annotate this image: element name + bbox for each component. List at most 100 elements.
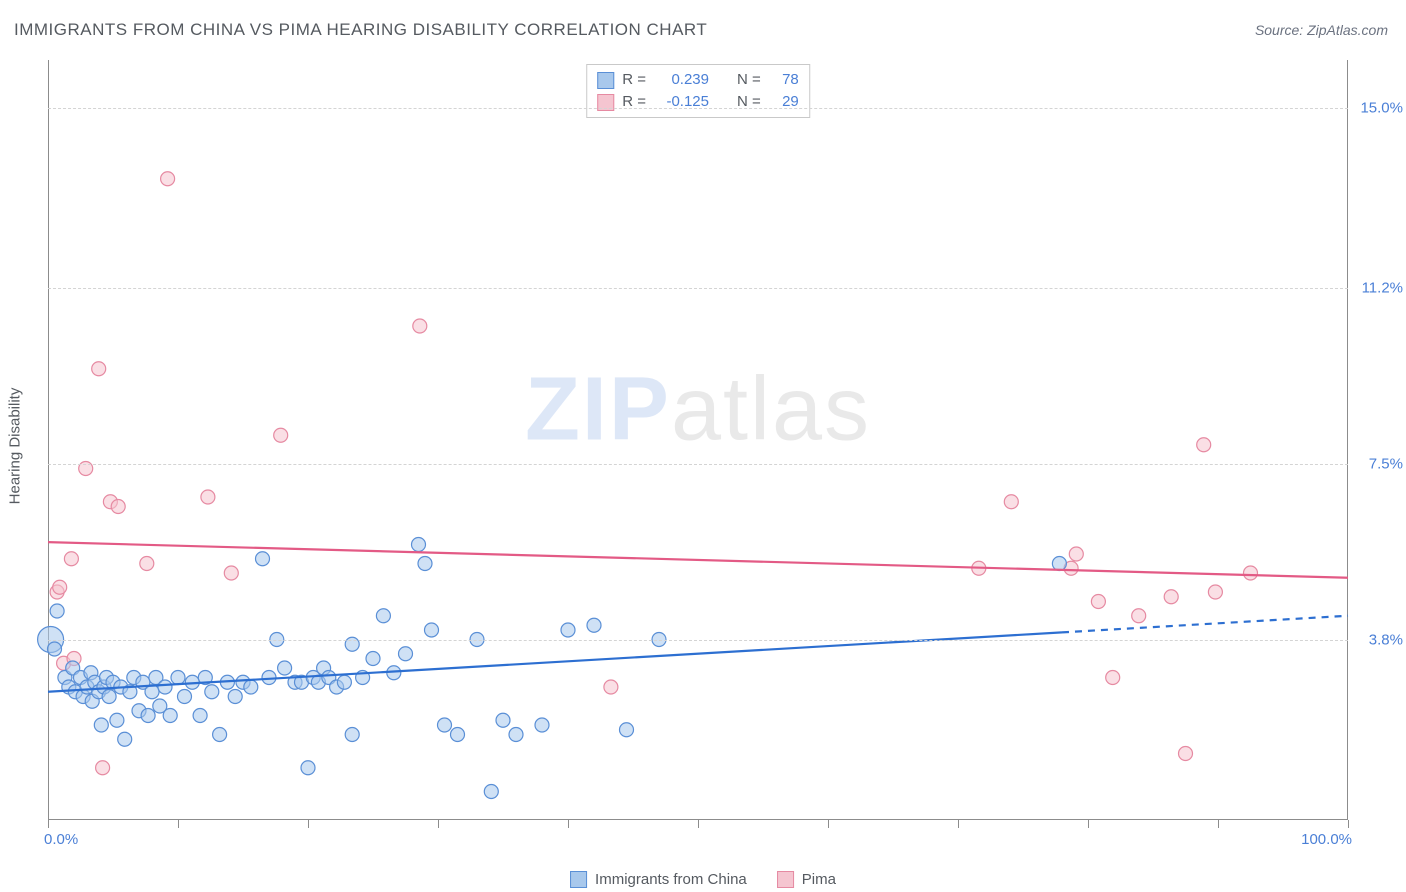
data-point [178, 690, 192, 704]
data-point [376, 609, 390, 623]
y-tick-label: 7.5% [1353, 455, 1403, 472]
data-point [1208, 585, 1222, 599]
x-tick [48, 820, 49, 828]
legend-item-a: Immigrants from China [570, 871, 747, 888]
data-point [399, 647, 413, 661]
data-point [1164, 590, 1178, 604]
data-point [412, 538, 426, 552]
gridline [48, 464, 1348, 465]
plot-area: ZIPatlas R = 0.239 N = 78 R = -0.125 N =… [48, 60, 1348, 820]
trend-line [48, 542, 1348, 578]
legend-item-b: Pima [777, 871, 836, 888]
data-point [496, 713, 510, 727]
data-point [1052, 557, 1066, 571]
data-point [163, 709, 177, 723]
data-point [140, 557, 154, 571]
gridline [48, 640, 1348, 641]
data-point [228, 690, 242, 704]
data-point [1244, 566, 1258, 580]
data-point [484, 785, 498, 799]
r-label-a: R = [622, 69, 646, 91]
data-point [620, 723, 634, 737]
n-label-a: N = [737, 69, 761, 91]
x-tick [958, 820, 959, 828]
data-point [337, 675, 351, 689]
data-point [561, 623, 575, 637]
data-point [535, 718, 549, 732]
x-tick [1088, 820, 1089, 828]
legend-label-a: Immigrants from China [595, 871, 747, 888]
data-point [205, 685, 219, 699]
data-point [256, 552, 270, 566]
data-point [110, 713, 124, 727]
source-attribution: Source: ZipAtlas.com [1255, 22, 1388, 38]
correlation-legend: R = 0.239 N = 78 R = -0.125 N = 29 [586, 64, 810, 118]
x-tick [308, 820, 309, 828]
data-point [102, 690, 116, 704]
n-value-b: 29 [769, 91, 799, 113]
n-value-a: 78 [769, 69, 799, 91]
data-point [193, 709, 207, 723]
x-tick [1218, 820, 1219, 828]
correlation-row-a: R = 0.239 N = 78 [597, 69, 799, 91]
data-point [418, 557, 432, 571]
data-point [1004, 495, 1018, 509]
data-point [425, 623, 439, 637]
y-tick-label: 15.0% [1353, 99, 1403, 116]
data-point [48, 642, 62, 656]
x-tick [178, 820, 179, 828]
data-point [604, 680, 618, 694]
data-point [413, 319, 427, 333]
data-point [1197, 438, 1211, 452]
data-point [158, 680, 172, 694]
r-value-b: -0.125 [654, 91, 709, 113]
x-tick [438, 820, 439, 828]
data-point [244, 680, 258, 694]
data-point [111, 500, 125, 514]
x-min-label: 0.0% [44, 831, 78, 848]
data-point [587, 618, 601, 632]
data-point [345, 728, 359, 742]
data-point [451, 728, 465, 742]
series-legend: Immigrants from China Pima [570, 871, 836, 888]
data-point [1179, 747, 1193, 761]
swatch-b-icon [777, 871, 794, 888]
data-point [64, 552, 78, 566]
data-point [141, 709, 155, 723]
data-point [53, 580, 67, 594]
x-tick [1348, 820, 1349, 828]
n-label-b: N = [737, 91, 761, 113]
gridline [48, 288, 1348, 289]
x-tick [828, 820, 829, 828]
data-point [96, 761, 110, 775]
data-point [509, 728, 523, 742]
data-point [1069, 547, 1083, 561]
gridline [48, 108, 1348, 109]
trend-line [1062, 616, 1348, 633]
chart-title: IMMIGRANTS FROM CHINA VS PIMA HEARING DI… [14, 20, 707, 40]
data-point [1132, 609, 1146, 623]
data-point [50, 604, 64, 618]
data-point [161, 172, 175, 186]
data-point [438, 718, 452, 732]
legend-label-b: Pima [802, 871, 836, 888]
x-tick [568, 820, 569, 828]
y-tick-label: 3.8% [1353, 631, 1403, 648]
y-tick-label: 11.2% [1353, 280, 1403, 297]
data-point [1091, 595, 1105, 609]
correlation-row-b: R = -0.125 N = 29 [597, 91, 799, 113]
data-point [278, 661, 292, 675]
x-max-label: 100.0% [1301, 831, 1352, 848]
y-axis-title: Hearing Disability [7, 388, 24, 505]
data-point [224, 566, 238, 580]
swatch-a-icon [570, 871, 587, 888]
data-point [201, 490, 215, 504]
data-point [274, 428, 288, 442]
x-tick [698, 820, 699, 828]
r-label-b: R = [622, 91, 646, 113]
data-point [171, 671, 185, 685]
swatch-series-a [597, 72, 614, 89]
data-point [366, 652, 380, 666]
data-point [1106, 671, 1120, 685]
r-value-a: 0.239 [654, 69, 709, 91]
